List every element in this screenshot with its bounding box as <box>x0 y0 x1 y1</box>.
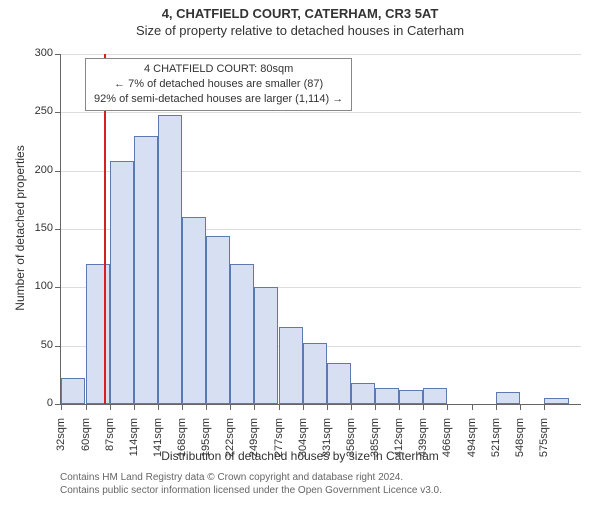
x-tick <box>327 404 328 410</box>
x-tick <box>544 404 545 410</box>
x-tick <box>496 404 497 410</box>
x-tick-label: 32sqm <box>55 418 67 458</box>
y-tick-label: 250 <box>23 105 53 117</box>
histogram-bar <box>182 217 206 404</box>
histogram-bar <box>86 264 110 404</box>
x-tick <box>134 404 135 410</box>
chart-title-subtitle: Size of property relative to detached ho… <box>0 23 600 38</box>
x-tick <box>279 404 280 410</box>
copyright-line1: Contains HM Land Registry data © Crown c… <box>60 471 442 484</box>
y-tick-label: 200 <box>23 164 53 176</box>
x-tick-label: 575sqm <box>538 418 550 458</box>
x-tick <box>61 404 62 410</box>
histogram-bar <box>158 115 182 404</box>
gridline <box>61 54 581 55</box>
x-tick <box>206 404 207 410</box>
gridline <box>61 112 581 113</box>
annotation-line3: 92% of semi-detached houses are larger (… <box>94 92 343 107</box>
y-tick <box>55 229 61 230</box>
y-tick-label: 50 <box>23 339 53 351</box>
histogram-bar <box>351 383 375 404</box>
chart-title-address: 4, CHATFIELD COURT, CATERHAM, CR3 5AT <box>0 6 600 21</box>
histogram-bar <box>206 236 230 404</box>
y-tick-label: 300 <box>23 47 53 59</box>
x-tick <box>158 404 159 410</box>
x-tick <box>254 404 255 410</box>
y-tick <box>55 112 61 113</box>
x-tick <box>472 404 473 410</box>
x-tick <box>351 404 352 410</box>
y-tick-label: 0 <box>23 397 53 409</box>
histogram-bar <box>327 363 351 404</box>
annotation-box: 4 CHATFIELD COURT: 80sqm ← 7% of detache… <box>85 58 352 111</box>
y-tick <box>55 54 61 55</box>
y-tick-label: 100 <box>23 280 53 292</box>
x-axis-label: Distribution of detached houses by size … <box>100 449 500 463</box>
x-tick <box>423 404 424 410</box>
y-tick <box>55 346 61 347</box>
histogram-bar <box>110 161 134 404</box>
x-tick <box>399 404 400 410</box>
annotation-line2: ← 7% of detached houses are smaller (87) <box>94 77 343 92</box>
copyright-line2: Contains public sector information licen… <box>60 484 442 497</box>
copyright-block: Contains HM Land Registry data © Crown c… <box>60 471 442 497</box>
histogram-bar <box>303 343 327 404</box>
histogram-bar <box>230 264 254 404</box>
x-tick <box>447 404 448 410</box>
chart-container: 05010015020025030032sqm60sqm87sqm114sqm1… <box>60 54 580 404</box>
histogram-bar <box>375 388 399 404</box>
histogram-bar <box>423 388 447 404</box>
x-tick <box>375 404 376 410</box>
x-tick <box>182 404 183 410</box>
histogram-bar <box>134 136 158 404</box>
annotation-line1: 4 CHATFIELD COURT: 80sqm <box>94 62 343 77</box>
y-tick <box>55 171 61 172</box>
x-tick <box>230 404 231 410</box>
histogram-bar <box>279 327 303 404</box>
x-tick <box>303 404 304 410</box>
y-tick <box>55 287 61 288</box>
histogram-bar <box>61 378 85 404</box>
histogram-bar <box>254 287 278 404</box>
y-tick-label: 150 <box>23 222 53 234</box>
x-tick-label: 548sqm <box>514 418 526 458</box>
x-tick <box>86 404 87 410</box>
histogram-bar <box>544 398 568 404</box>
histogram-bar <box>496 392 520 404</box>
histogram-bar <box>399 390 423 404</box>
y-axis-label: Number of detached properties <box>13 128 27 328</box>
x-tick-label: 60sqm <box>80 418 92 458</box>
x-tick <box>110 404 111 410</box>
x-tick <box>520 404 521 410</box>
